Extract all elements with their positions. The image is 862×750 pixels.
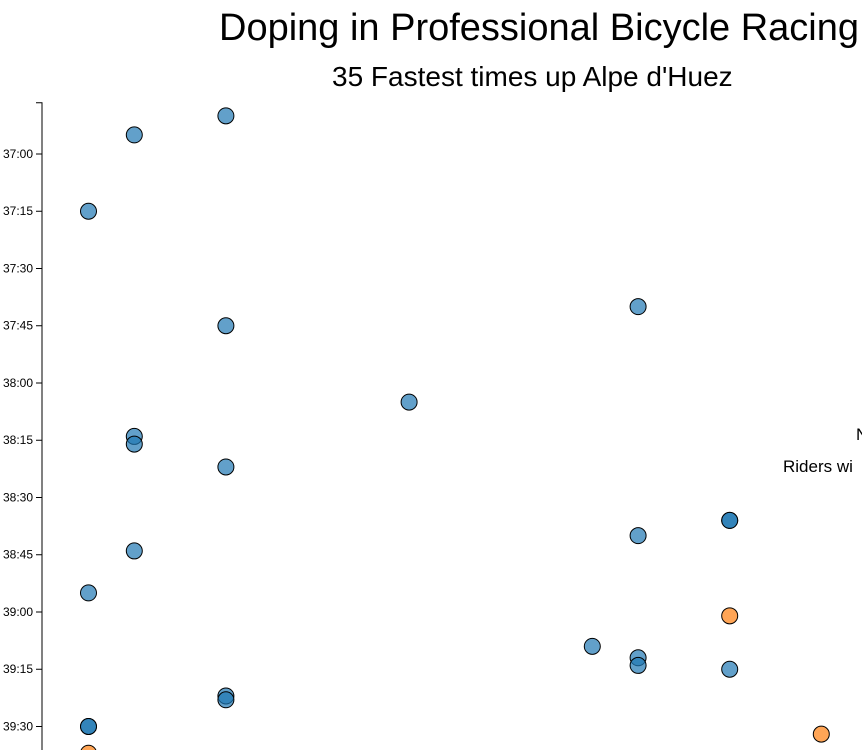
dot-doping[interactable] bbox=[125, 542, 143, 560]
dot-doping[interactable] bbox=[217, 458, 235, 476]
y-tick-label: 37:00 bbox=[3, 147, 33, 161]
dot-doping[interactable] bbox=[583, 637, 601, 655]
dot-no-doping[interactable] bbox=[721, 607, 739, 625]
dot-no-doping[interactable] bbox=[80, 744, 97, 750]
dot-doping[interactable] bbox=[125, 126, 143, 144]
dot-doping[interactable] bbox=[125, 435, 143, 453]
dot-doping[interactable] bbox=[400, 393, 418, 411]
dot-doping[interactable] bbox=[721, 511, 739, 529]
y-tick-label: 37:15 bbox=[3, 204, 33, 218]
y-tick-label: 39:00 bbox=[3, 605, 33, 619]
dot-doping[interactable] bbox=[629, 527, 647, 545]
y-tick-label: 37:45 bbox=[3, 319, 33, 333]
y-tick-label: 38:00 bbox=[3, 376, 33, 390]
y-tick-label: 38:15 bbox=[3, 433, 33, 447]
dot-doping[interactable] bbox=[80, 718, 97, 735]
y-axis-line bbox=[36, 102, 43, 750]
y-axis: 37:00 37:15 37:30 37:45 38:00 38:15 38:30 38:45… bbox=[3, 102, 43, 750]
dot-doping[interactable] bbox=[629, 298, 647, 316]
y-tick-label: 39:30 bbox=[3, 719, 33, 733]
dot-doping[interactable] bbox=[217, 317, 235, 335]
dot-no-doping[interactable] bbox=[812, 725, 830, 743]
y-tick-label: 37:30 bbox=[3, 261, 33, 275]
data-points bbox=[80, 107, 830, 750]
dot-doping[interactable] bbox=[721, 660, 739, 678]
y-tick-label: 38:30 bbox=[3, 490, 33, 504]
y-tick-label: 38:45 bbox=[3, 548, 33, 562]
dot-doping[interactable] bbox=[80, 584, 97, 602]
dot-doping[interactable] bbox=[629, 656, 647, 674]
dot-doping[interactable] bbox=[217, 107, 235, 125]
dot-doping[interactable] bbox=[217, 691, 235, 709]
chart-title: Doping in Professional Bicycle Racing bbox=[219, 7, 859, 49]
legend-entry-doping: Riders wi bbox=[783, 457, 853, 476]
dot-doping[interactable] bbox=[80, 202, 97, 220]
chart-subtitle: 35 Fastest times up Alpe d'Huez bbox=[332, 61, 733, 92]
y-tick-label: 39:15 bbox=[3, 662, 33, 676]
legend-entry-no-doping: N bbox=[856, 425, 862, 445]
